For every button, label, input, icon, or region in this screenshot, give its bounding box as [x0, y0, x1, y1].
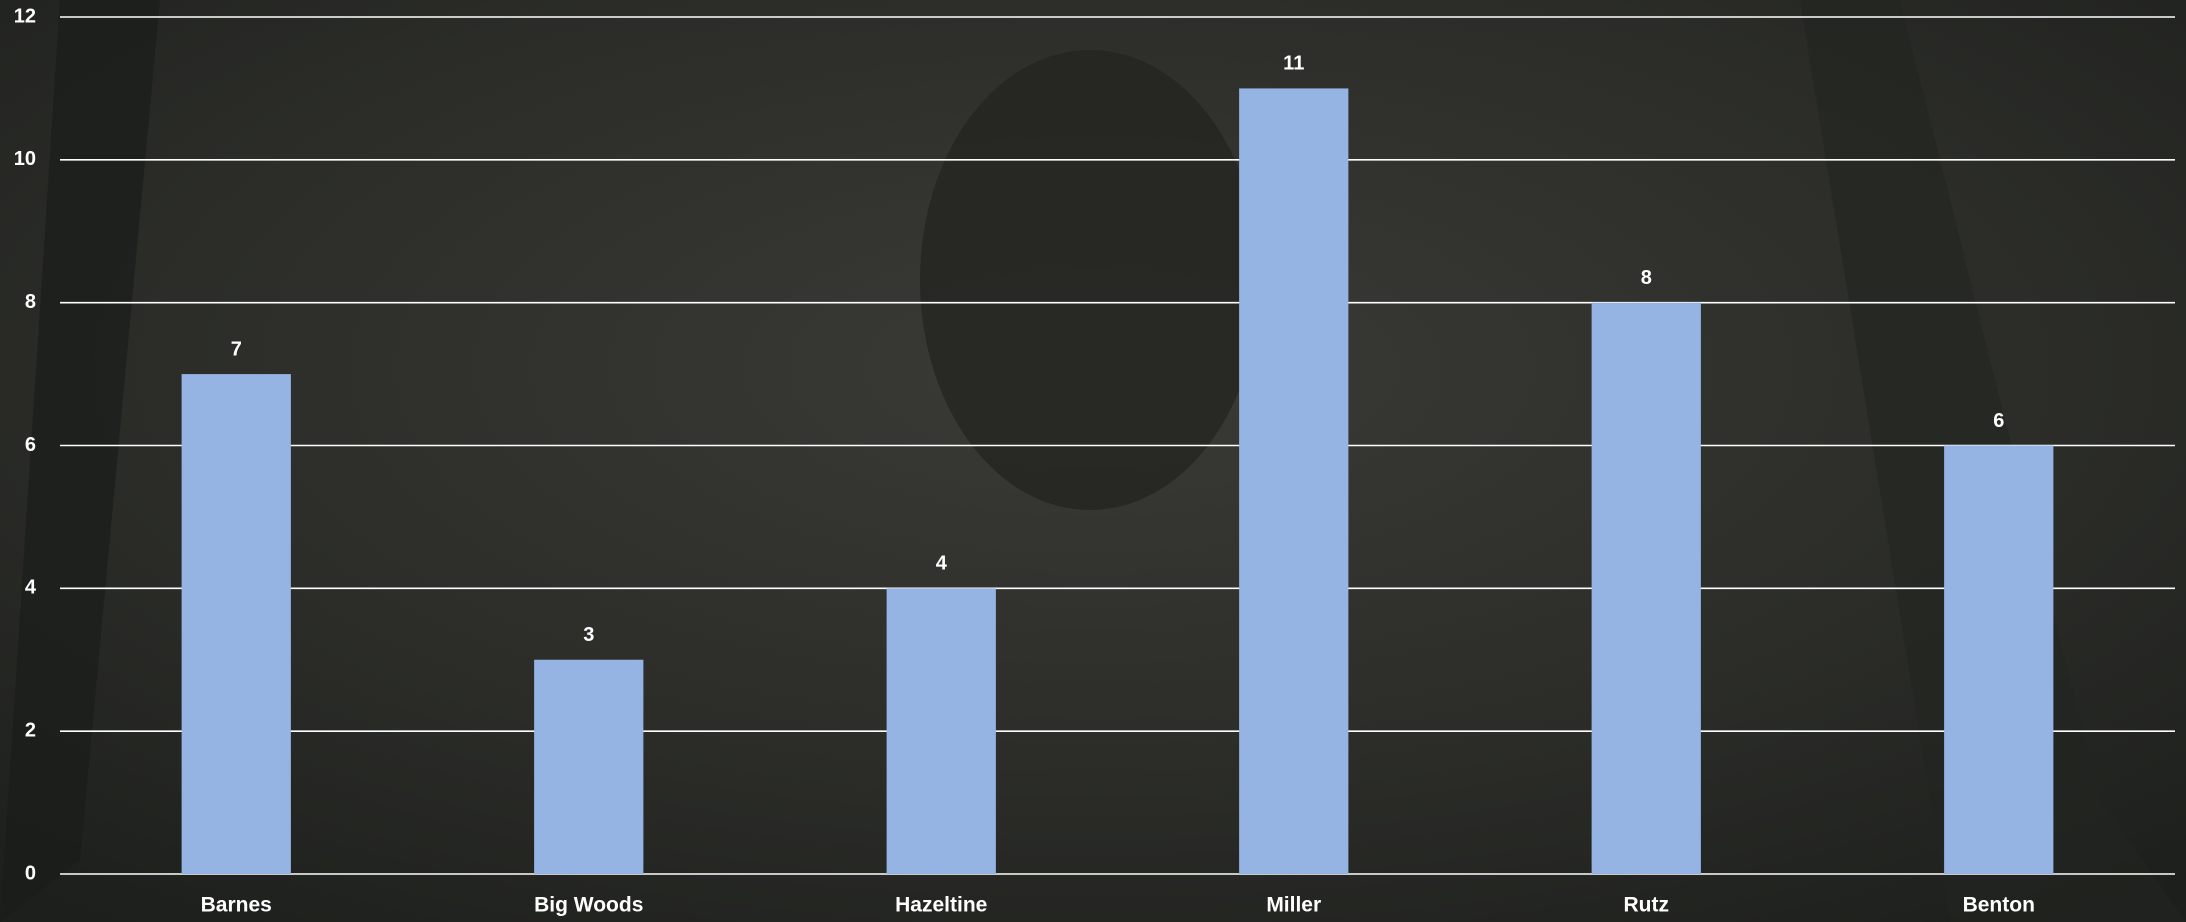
x-tick-label: Hazeltine: [895, 894, 987, 917]
y-tick-label: 8: [25, 291, 36, 313]
y-tick-label: 2: [25, 719, 36, 741]
data-label: 4: [936, 553, 948, 575]
bar: [181, 374, 291, 874]
x-tick-label: Rutz: [1624, 894, 1670, 917]
bar: [886, 588, 996, 874]
data-label: 3: [583, 624, 594, 646]
bar: [1944, 445, 2054, 874]
x-tick-label: Miller: [1266, 894, 1321, 917]
y-tick-label: 4: [25, 577, 37, 599]
x-tick-label: Big Woods: [534, 894, 643, 917]
bar: [1239, 88, 1349, 874]
background-shape: [920, 50, 1260, 510]
data-label: 8: [1641, 267, 1652, 289]
data-label: 7: [231, 338, 242, 360]
background-shape: [0, 0, 160, 922]
data-label: 11: [1283, 53, 1304, 75]
y-tick-label: 6: [25, 434, 36, 456]
y-tick-label: 12: [14, 5, 36, 27]
x-tick-label: Barnes: [201, 894, 272, 917]
bar: [534, 659, 644, 874]
bar: [1591, 302, 1701, 875]
data-label: 6: [1993, 410, 2004, 432]
y-tick-label: 10: [14, 148, 36, 170]
x-tick-label: Benton: [1963, 894, 2035, 917]
y-tick-label: 0: [25, 862, 36, 884]
